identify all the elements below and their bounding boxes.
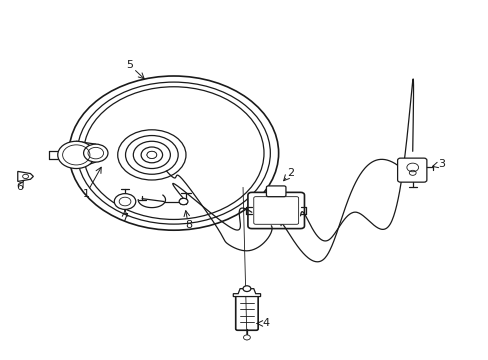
FancyBboxPatch shape: [266, 186, 285, 197]
Text: 3: 3: [438, 159, 445, 169]
FancyBboxPatch shape: [247, 192, 304, 229]
Text: 1: 1: [82, 189, 89, 199]
Text: 5: 5: [126, 60, 133, 70]
Circle shape: [243, 286, 250, 292]
Circle shape: [243, 335, 250, 340]
Polygon shape: [18, 171, 33, 181]
FancyBboxPatch shape: [235, 295, 258, 330]
Polygon shape: [233, 289, 260, 297]
FancyBboxPatch shape: [397, 158, 426, 182]
Circle shape: [147, 151, 157, 158]
Circle shape: [83, 144, 108, 162]
Circle shape: [114, 194, 136, 210]
Text: 2: 2: [286, 168, 294, 178]
Text: 8: 8: [184, 220, 192, 230]
Circle shape: [179, 198, 187, 205]
Text: 4: 4: [263, 319, 269, 328]
Text: 6: 6: [17, 182, 23, 192]
Circle shape: [58, 141, 95, 168]
Text: 7: 7: [121, 213, 128, 222]
FancyBboxPatch shape: [253, 197, 298, 224]
